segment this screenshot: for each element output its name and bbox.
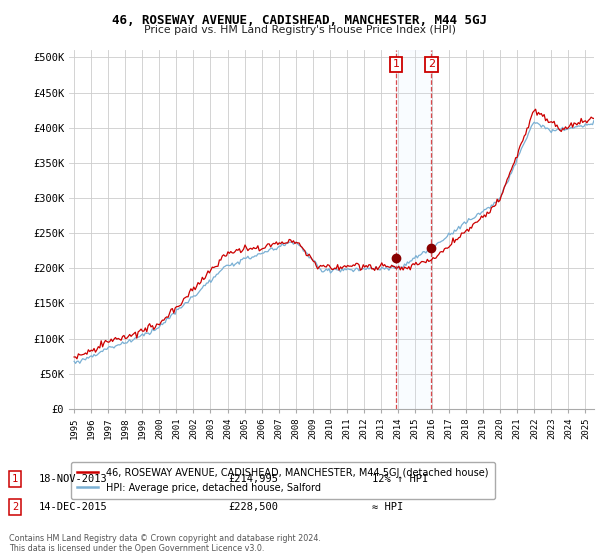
Text: £228,500: £228,500: [228, 502, 278, 512]
Text: 1: 1: [12, 474, 18, 484]
Text: 1: 1: [392, 59, 400, 69]
Text: 46, ROSEWAY AVENUE, CADISHEAD, MANCHESTER, M44 5GJ: 46, ROSEWAY AVENUE, CADISHEAD, MANCHESTE…: [113, 14, 487, 27]
Legend: 46, ROSEWAY AVENUE, CADISHEAD, MANCHESTER, M44 5GJ (detached house), HPI: Averag: 46, ROSEWAY AVENUE, CADISHEAD, MANCHESTE…: [71, 462, 494, 498]
Text: 14-DEC-2015: 14-DEC-2015: [39, 502, 108, 512]
Text: 2: 2: [428, 59, 435, 69]
Text: 2: 2: [12, 502, 18, 512]
Bar: [396, 50, 431, 409]
Text: 18-NOV-2013: 18-NOV-2013: [39, 474, 108, 484]
Text: Price paid vs. HM Land Registry's House Price Index (HPI): Price paid vs. HM Land Registry's House …: [144, 25, 456, 35]
Text: ≈ HPI: ≈ HPI: [372, 502, 403, 512]
Text: Contains HM Land Registry data © Crown copyright and database right 2024.
This d: Contains HM Land Registry data © Crown c…: [9, 534, 321, 553]
Text: 12% ↑ HPI: 12% ↑ HPI: [372, 474, 428, 484]
Text: £214,995: £214,995: [228, 474, 278, 484]
